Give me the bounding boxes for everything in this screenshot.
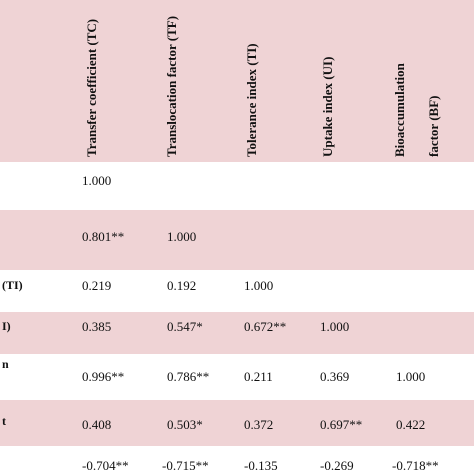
table-cell: 0.372 bbox=[244, 417, 274, 432]
header-bioaccumulation-line1: Bioaccumulation bbox=[392, 63, 407, 157]
table-cell: 0.408 bbox=[82, 417, 112, 432]
table-cell: 0.697** bbox=[320, 417, 363, 432]
header-uptake-index: Uptake index (UI) bbox=[320, 56, 335, 157]
table-cell: 0.369 bbox=[320, 369, 350, 384]
table-cell: -0.135 bbox=[244, 458, 278, 473]
table-cell: 0.219 bbox=[82, 278, 112, 293]
table-cell: 0.211 bbox=[244, 369, 273, 384]
table-cell: 1.000 bbox=[396, 369, 426, 384]
table-cell: 1.000 bbox=[167, 229, 197, 244]
table-cell: 0.385 bbox=[82, 319, 112, 334]
table-cell: 0.547* bbox=[167, 319, 203, 334]
row-label-uptake: I) bbox=[2, 319, 11, 333]
header-transfer-coefficient: Transfer coefficient (TC) bbox=[84, 18, 99, 157]
table-cell: 1.000 bbox=[82, 173, 112, 188]
table-cell: -0.718** bbox=[392, 458, 439, 473]
table-cell: 0.786** bbox=[167, 369, 210, 384]
table-cell: -0.715** bbox=[162, 458, 209, 473]
table-cell: 0.422 bbox=[396, 417, 426, 432]
header-tolerance-index: Tolerance index (TI) bbox=[244, 43, 259, 157]
header-band bbox=[0, 0, 474, 162]
table-cell: 0.801** bbox=[82, 229, 125, 244]
header-bioaccumulation-line2: factor (BF) bbox=[426, 95, 441, 157]
table-cell: 1.000 bbox=[320, 319, 350, 334]
row-label-row6: t bbox=[2, 414, 6, 428]
table-cell: 1.000 bbox=[244, 278, 274, 293]
table-cell: -0.269 bbox=[320, 458, 354, 473]
row-label-tolerance: (TI) bbox=[2, 278, 23, 292]
row-band-6 bbox=[0, 400, 474, 446]
header-translocation-factor: Translocation factor (TF) bbox=[164, 15, 179, 157]
table-cell: -0.704** bbox=[82, 458, 129, 473]
table-cell: 0.192 bbox=[167, 278, 197, 293]
row-band-2 bbox=[0, 210, 474, 270]
row-label-row5: n bbox=[2, 357, 9, 371]
row-band-4 bbox=[0, 312, 474, 354]
table-cell: 0.503* bbox=[167, 417, 203, 432]
table-cell: 0.996** bbox=[82, 369, 125, 384]
table-cell: 0.672** bbox=[244, 319, 287, 334]
